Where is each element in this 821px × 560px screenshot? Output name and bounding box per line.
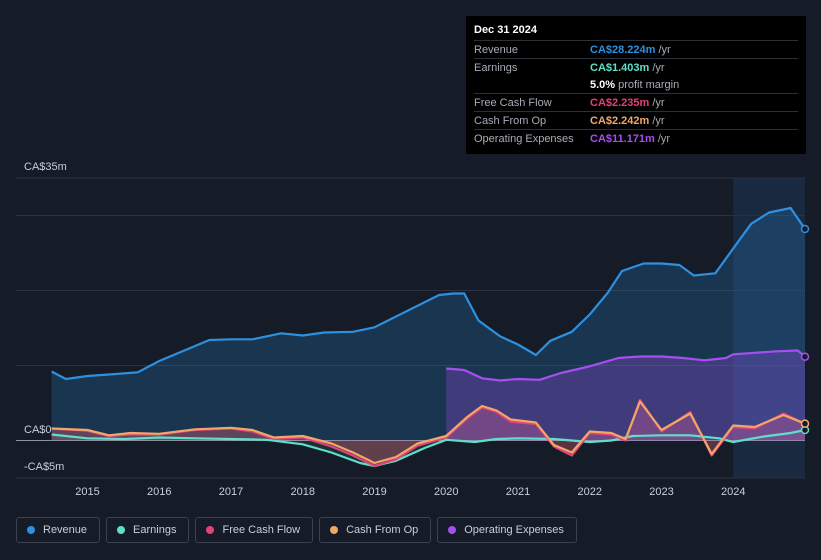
legend-label: Cash From Op xyxy=(346,524,419,536)
tooltip-row: Cash From Op CA$2.242m/yr xyxy=(474,111,798,129)
y-tick-label: -CA$5m xyxy=(24,461,64,473)
legend-dot-icon xyxy=(448,526,457,534)
legend-dot-icon xyxy=(27,526,35,534)
x-axis-labels: 2015 2016 2017 2018 2019 2020 2021 2022 2023 2024 xyxy=(75,486,745,498)
tooltip-row-value: CA$28.224m xyxy=(590,43,656,56)
tooltip-row-value: CA$1.403m xyxy=(590,61,650,74)
free-cash-flow-area xyxy=(51,400,806,466)
y-tick-label: CA$35m xyxy=(24,161,67,173)
operating-expenses-area xyxy=(446,350,805,441)
revenue-line xyxy=(51,206,806,381)
legend-item-revenue[interactable]: Revenue xyxy=(16,517,101,543)
series-lines xyxy=(51,206,806,468)
x-tick-label: 2016 xyxy=(147,486,171,498)
tooltip-row-unit: /yr xyxy=(652,114,665,127)
tooltip-date: Dec 31 2024 xyxy=(474,24,537,36)
tooltip-row: 5.0% profit margin xyxy=(474,76,798,93)
tooltip-row-unit: profit margin xyxy=(618,78,680,91)
x-tick-label: 2019 xyxy=(362,486,386,498)
x-tick-label: 2022 xyxy=(577,486,601,498)
x-tick-label: 2024 xyxy=(721,486,745,498)
cash-from-op-line xyxy=(51,400,806,465)
tooltip-row-label: Earnings xyxy=(474,61,518,74)
tooltip-row-label: Revenue xyxy=(474,43,519,56)
legend-item-earnings[interactable]: Earnings xyxy=(106,517,190,543)
tooltip-row-label: Cash From Op xyxy=(474,114,547,127)
tooltip-row-value: CA$11.171m xyxy=(590,132,655,145)
earnings-line xyxy=(51,428,806,468)
series-end-dots xyxy=(800,224,810,435)
legend-label: Earnings xyxy=(133,524,177,536)
legend-dot-icon xyxy=(206,526,215,534)
tooltip-row-unit: /yr xyxy=(652,61,665,74)
tooltip-row-value: CA$2.235m xyxy=(590,96,650,109)
tooltip-row: Revenue CA$28.224m/yr xyxy=(474,40,798,58)
legend-dot-icon xyxy=(330,526,339,534)
series-areas xyxy=(51,208,806,466)
x-tick-label: 2017 xyxy=(219,486,243,498)
x-tick-label: 2020 xyxy=(434,486,458,498)
cash-from-op-area xyxy=(51,401,806,463)
x-tick-label: 2015 xyxy=(75,486,99,498)
data-tooltip: Dec 31 2024 Revenue CA$28.224m/yr Earnings… xyxy=(466,16,806,154)
gridlines xyxy=(16,177,805,479)
legend-item-cash-from-op[interactable]: Cash From Op xyxy=(319,517,432,543)
legend-label: Operating Expenses xyxy=(464,524,564,536)
tooltip-row: Earnings CA$1.403m/yr xyxy=(474,58,798,76)
tooltip-row-label: Free Cash Flow xyxy=(474,96,552,109)
tooltip-row-value: 5.0% xyxy=(590,78,616,91)
tooltip-row: Free Cash Flow CA$2.235m/yr xyxy=(474,93,798,111)
tooltip-row-unit: /yr xyxy=(652,96,665,109)
legend-item-operating-expenses[interactable]: Operating Expenses xyxy=(437,517,577,543)
tooltip-rows: Revenue CA$28.224m/yr Earnings CA$1.403m/yr… xyxy=(474,40,798,147)
y-axis-labels: CA$35m CA$0 -CA$5m xyxy=(24,161,67,473)
operating-expenses-end-point xyxy=(800,352,810,361)
legend-dot-icon xyxy=(117,526,126,534)
tooltip-row-unit: /yr xyxy=(657,132,671,145)
revenue-area xyxy=(51,208,806,441)
x-tick-label: 2021 xyxy=(506,486,530,498)
tooltip-row: Operating Expenses CA$11.171m/yr xyxy=(474,129,798,147)
legend-item-free-cash-flow[interactable]: Free Cash Flow xyxy=(195,517,314,543)
tooltip-row-unit: /yr xyxy=(658,43,671,56)
operating-expenses-line xyxy=(446,349,806,382)
tooltip-row-label: Operating Expenses xyxy=(474,132,574,145)
revenue-end-point xyxy=(800,224,810,234)
cash-from-op-end-point xyxy=(800,419,810,428)
x-tick-label: 2023 xyxy=(649,486,673,498)
tooltip-row-value: CA$2.242m xyxy=(590,114,650,127)
legend-label: Free Cash Flow xyxy=(222,524,301,536)
legend-label: Revenue xyxy=(43,524,88,536)
chart-legend: Revenue Earnings Free Cash Flow Cash From O… xyxy=(16,517,577,543)
x-tick-label: 2018 xyxy=(290,486,314,498)
y-tick-label: CA$0 xyxy=(24,424,52,436)
